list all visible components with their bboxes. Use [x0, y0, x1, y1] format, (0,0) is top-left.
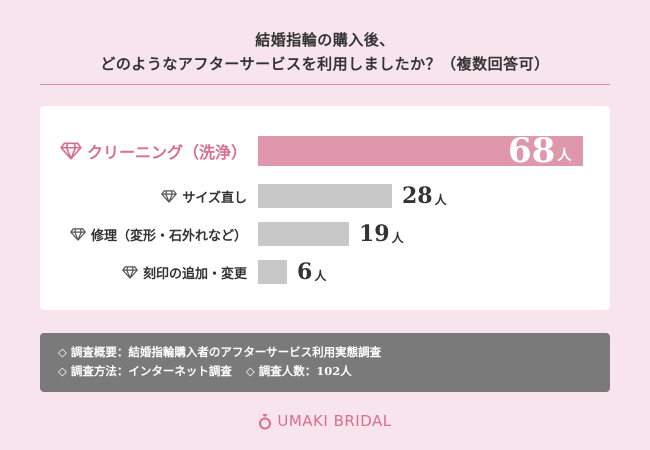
category-label: 修理（変形・石外れなど）: [90, 228, 247, 244]
diamond-icon: [161, 189, 178, 203]
value-unit: 人: [434, 193, 447, 207]
category-label: 刻印の追加・変更: [142, 266, 247, 282]
value-label: 68: [508, 131, 556, 171]
diamond-icon: [122, 265, 138, 279]
survey-method: ◇ 調査方法：インターネット調査: [58, 364, 232, 378]
value-unit: 人: [557, 148, 572, 164]
chart-card: クリーニング（洗浄） 68 人サイズ直し 28 人修理（変形・石外れなど） 19 人刻印の追…: [40, 106, 610, 310]
value-label-row-0: 68 人: [508, 131, 572, 171]
title-line-1: 結婚指輪の購入後、: [255, 31, 395, 49]
category-label-row-3: 刻印の追加・変更: [122, 259, 247, 285]
category-label: サイズ直し: [182, 190, 247, 206]
survey-method-line: ◇ 調査方法：インターネット調査 ◇ 調査人数：102人: [58, 362, 610, 381]
value-unit: 人: [314, 269, 327, 283]
ring-icon: [259, 413, 272, 429]
bar-1: [258, 184, 392, 208]
category-label-row-2: 修理（変形・石外れなど）: [70, 221, 247, 247]
brand-name: UMAKI BRIDAL: [277, 412, 392, 430]
category-label-row-1: サイズ直し: [161, 183, 247, 209]
bar-2: [258, 222, 349, 246]
title-divider: [40, 84, 610, 85]
diamond-icon: [70, 227, 86, 241]
category-label-row-0: クリーニング（洗浄）: [60, 138, 247, 164]
bar-chart: [258, 136, 583, 284]
value-label: 28: [402, 183, 433, 209]
value-label-row-1: 28 人: [402, 183, 447, 209]
bar-0: [258, 136, 583, 166]
value-label-row-2: 19 人: [359, 221, 404, 247]
diamond-icon: [60, 142, 82, 160]
survey-respondents: ◇ 調査人数：102人: [245, 364, 352, 378]
bar-3: [258, 260, 287, 284]
value-label: 19: [359, 221, 390, 247]
value-unit: 人: [391, 231, 404, 245]
survey-overview: ◇ 調査概要：結婚指輪購入者のアフターサービス利用実態調査: [58, 345, 382, 359]
brand-logo: UMAKI BRIDAL: [0, 410, 650, 432]
value-label: 6: [297, 259, 313, 285]
chart-title: 結婚指輪の購入後、 どのようなアフターサービスを利用しましたか？（複数回答可）: [0, 28, 650, 76]
title-line-2: どのようなアフターサービスを利用しましたか？（複数回答可）: [100, 55, 550, 73]
survey-info-panel: ◇ 調査概要：結婚指輪購入者のアフターサービス利用実態調査 ◇ 調査方法：インタ…: [40, 333, 610, 392]
category-label: クリーニング（洗浄）: [86, 143, 247, 162]
